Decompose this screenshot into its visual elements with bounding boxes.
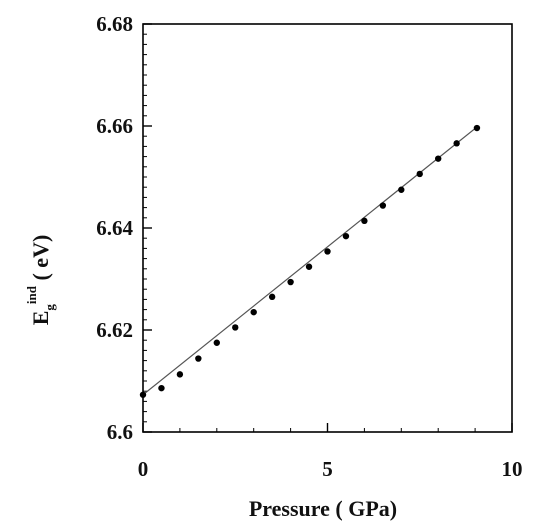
- data-point: [213, 339, 220, 346]
- data-point: [232, 324, 239, 331]
- y-axis-title-sup: ind: [24, 285, 39, 304]
- data-point: [176, 371, 184, 378]
- data-point: [324, 248, 331, 255]
- data-point: [398, 186, 405, 193]
- plot-frame: [142, 23, 513, 433]
- y-tick-label: 6.64: [96, 216, 133, 240]
- major-ticks: [142, 23, 513, 433]
- x-tick-label: 10: [502, 457, 523, 481]
- y-axis-title: Egind ( eV): [24, 235, 57, 326]
- fit-line: [142, 126, 478, 396]
- y-tick-label: 6.66: [96, 114, 133, 138]
- x-tick-label: 5: [322, 457, 333, 481]
- y-axis-title-main: E: [28, 311, 53, 326]
- minor-ticks: [142, 23, 513, 433]
- y-tick-labels: 6.6 6.62 6.64 6.66 6.68: [96, 12, 133, 444]
- data-point: [379, 202, 387, 209]
- data-point: [250, 308, 257, 316]
- data-point: [268, 293, 276, 301]
- data-point: [287, 278, 294, 286]
- y-tick-label: 6.62: [96, 318, 133, 342]
- data-point: [361, 217, 368, 225]
- data-point: [305, 263, 313, 270]
- data-point: [416, 170, 423, 178]
- y-axis-title-sub: g: [42, 304, 57, 311]
- data-point: [195, 355, 202, 362]
- data-point: [158, 384, 165, 392]
- x-tick-labels: 0 5 10: [138, 457, 523, 481]
- data-point: [435, 155, 442, 162]
- data-point: [473, 124, 481, 132]
- x-tick-label: 0: [138, 457, 149, 481]
- data-point: [342, 232, 350, 240]
- data-point: [453, 140, 460, 147]
- x-axis-title: Pressure ( GPa): [249, 496, 397, 521]
- y-axis-title-unit: ( eV): [28, 235, 53, 286]
- y-tick-label: 6.6: [107, 420, 133, 444]
- y-tick-label: 6.68: [96, 12, 133, 36]
